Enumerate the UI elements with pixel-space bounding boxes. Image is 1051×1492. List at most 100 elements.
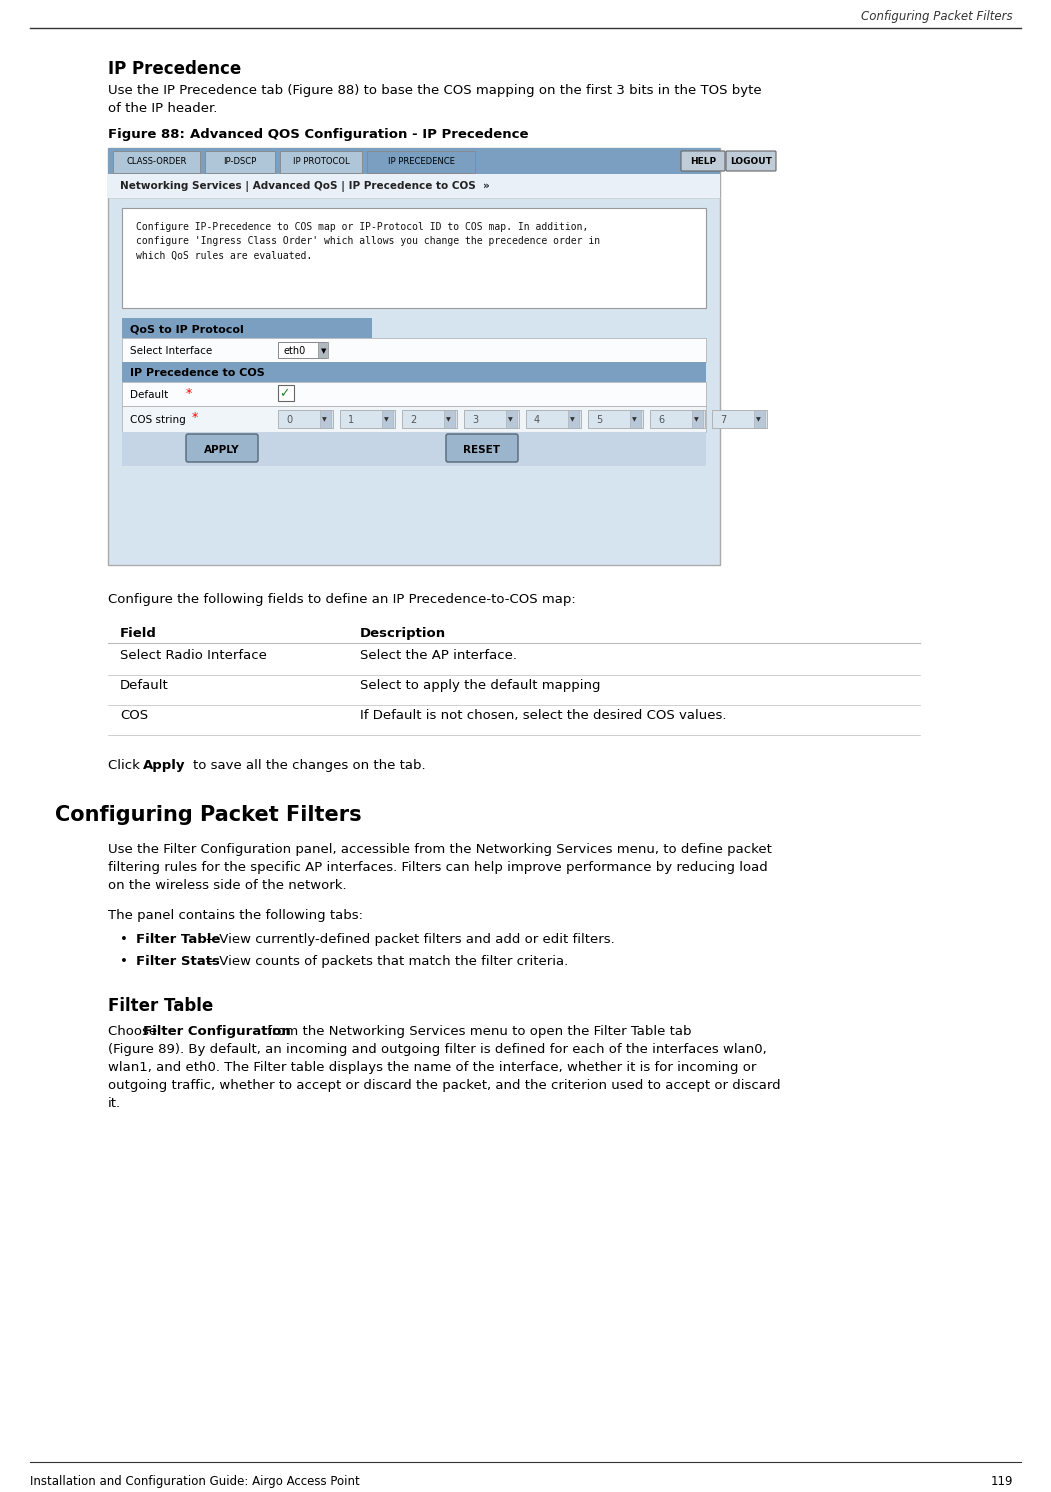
Bar <box>712 410 767 428</box>
Text: Apply: Apply <box>143 759 185 771</box>
Text: Choose: Choose <box>108 1025 162 1038</box>
Bar <box>122 406 706 433</box>
Text: Advanced QOS Configuration - IP Precedence: Advanced QOS Configuration - IP Preceden… <box>190 128 529 142</box>
Text: Filter Table: Filter Table <box>108 997 213 1015</box>
Text: Configure IP-Precedence to COS map or IP-Protocol ID to COS map. In addition,
co: Configure IP-Precedence to COS map or IP… <box>136 222 600 261</box>
Text: The panel contains the following tabs:: The panel contains the following tabs: <box>108 909 363 922</box>
FancyBboxPatch shape <box>446 434 518 463</box>
Text: ▼: ▼ <box>694 418 699 422</box>
Text: Use the Filter Configuration panel, accessible from the Networking Services menu: Use the Filter Configuration panel, acce… <box>108 843 771 892</box>
Text: IP-DSCP: IP-DSCP <box>224 157 256 166</box>
Text: Description: Description <box>360 627 446 640</box>
FancyBboxPatch shape <box>186 434 257 463</box>
Text: 7: 7 <box>720 415 726 425</box>
Bar <box>444 410 455 428</box>
Bar <box>122 339 706 363</box>
Text: Click: Click <box>108 759 144 771</box>
Text: Default: Default <box>130 389 168 400</box>
Text: •: • <box>120 932 128 946</box>
Text: IP Precedence to COS: IP Precedence to COS <box>130 369 265 377</box>
FancyBboxPatch shape <box>726 151 776 172</box>
Bar <box>318 342 328 358</box>
Text: of the IP header.: of the IP header. <box>108 101 218 115</box>
Text: 3: 3 <box>472 415 478 425</box>
Text: COS: COS <box>120 709 148 722</box>
Text: Select to apply the default mapping: Select to apply the default mapping <box>360 679 600 692</box>
Text: Figure 88:: Figure 88: <box>108 128 185 142</box>
Bar <box>506 410 517 428</box>
Bar <box>280 151 362 173</box>
Text: 5: 5 <box>596 415 602 425</box>
Bar <box>108 148 720 175</box>
Text: HELP: HELP <box>689 157 716 166</box>
Text: ✓: ✓ <box>279 386 289 400</box>
Text: Select the AP interface.: Select the AP interface. <box>360 649 517 662</box>
Text: (Figure 89). By default, an incoming and outgoing filter is defined for each of : (Figure 89). By default, an incoming and… <box>108 1043 781 1110</box>
Text: ▼: ▼ <box>508 418 513 422</box>
Text: COS string: COS string <box>130 415 186 425</box>
Text: IP PROTOCOL: IP PROTOCOL <box>292 157 349 166</box>
Text: —View currently-defined packet filters and add or edit filters.: —View currently-defined packet filters a… <box>206 932 615 946</box>
Text: Installation and Configuration Guide: Airgo Access Point: Installation and Configuration Guide: Ai… <box>30 1476 359 1488</box>
Bar <box>122 207 706 307</box>
Bar <box>122 318 372 339</box>
Text: Use the IP Precedence tab (Figure 88) to base the COS mapping on the first 3 bit: Use the IP Precedence tab (Figure 88) to… <box>108 84 762 97</box>
Text: 2: 2 <box>410 415 416 425</box>
Bar <box>401 410 457 428</box>
Bar <box>526 410 581 428</box>
Text: IP PRECEDENCE: IP PRECEDENCE <box>388 157 454 166</box>
Text: Networking Services | Advanced QoS | IP Precedence to COS  »: Networking Services | Advanced QoS | IP … <box>120 182 490 192</box>
Text: ▼: ▼ <box>570 418 575 422</box>
Text: *: * <box>192 412 199 425</box>
Bar <box>382 410 393 428</box>
Bar <box>463 410 519 428</box>
Text: If Default is not chosen, select the desired COS values.: If Default is not chosen, select the des… <box>360 709 726 722</box>
Bar <box>320 410 331 428</box>
Text: 119: 119 <box>990 1476 1013 1488</box>
Bar <box>122 433 706 466</box>
Bar <box>279 342 326 358</box>
Bar <box>279 385 294 401</box>
Text: 4: 4 <box>534 415 540 425</box>
Text: Field: Field <box>120 627 157 640</box>
Text: ▼: ▼ <box>322 418 327 422</box>
Bar <box>114 151 200 173</box>
Bar <box>279 410 333 428</box>
Text: ▼: ▼ <box>446 418 451 422</box>
Bar <box>568 410 579 428</box>
Text: APPLY: APPLY <box>204 445 240 455</box>
Text: Select Radio Interface: Select Radio Interface <box>120 649 267 662</box>
Text: Filter Stats: Filter Stats <box>136 955 220 968</box>
Bar <box>205 151 275 173</box>
Text: Configuring Packet Filters: Configuring Packet Filters <box>55 806 362 825</box>
Text: —View counts of packets that match the filter criteria.: —View counts of packets that match the f… <box>206 955 568 968</box>
Text: 0: 0 <box>286 415 292 425</box>
Bar <box>122 382 706 406</box>
Text: Configure the following fields to define an IP Precedence-to-COS map:: Configure the following fields to define… <box>108 592 576 606</box>
Text: Default: Default <box>120 679 169 692</box>
Bar <box>630 410 641 428</box>
Bar <box>122 363 706 382</box>
Text: eth0: eth0 <box>284 346 306 357</box>
Bar <box>108 148 720 565</box>
Text: 1: 1 <box>348 415 354 425</box>
FancyBboxPatch shape <box>681 151 725 172</box>
Text: from the Networking Services menu to open the Filter Table tab: from the Networking Services menu to ope… <box>263 1025 692 1038</box>
Text: RESET: RESET <box>463 445 500 455</box>
Text: Filter Configuration: Filter Configuration <box>143 1025 291 1038</box>
Bar <box>367 151 475 173</box>
Text: Configuring Packet Filters: Configuring Packet Filters <box>862 10 1013 22</box>
Text: IP Precedence: IP Precedence <box>108 60 242 78</box>
Text: Filter Table: Filter Table <box>136 932 221 946</box>
Bar <box>692 410 703 428</box>
Bar <box>588 410 643 428</box>
Text: Select Interface: Select Interface <box>130 346 212 357</box>
Text: ▼: ▼ <box>384 418 389 422</box>
Bar <box>341 410 395 428</box>
Text: ▼: ▼ <box>632 418 637 422</box>
Text: •: • <box>120 955 128 968</box>
Text: ▼: ▼ <box>321 348 327 354</box>
Text: LOGOUT: LOGOUT <box>730 157 771 166</box>
Text: ▼: ▼ <box>756 418 761 422</box>
Bar <box>754 410 765 428</box>
